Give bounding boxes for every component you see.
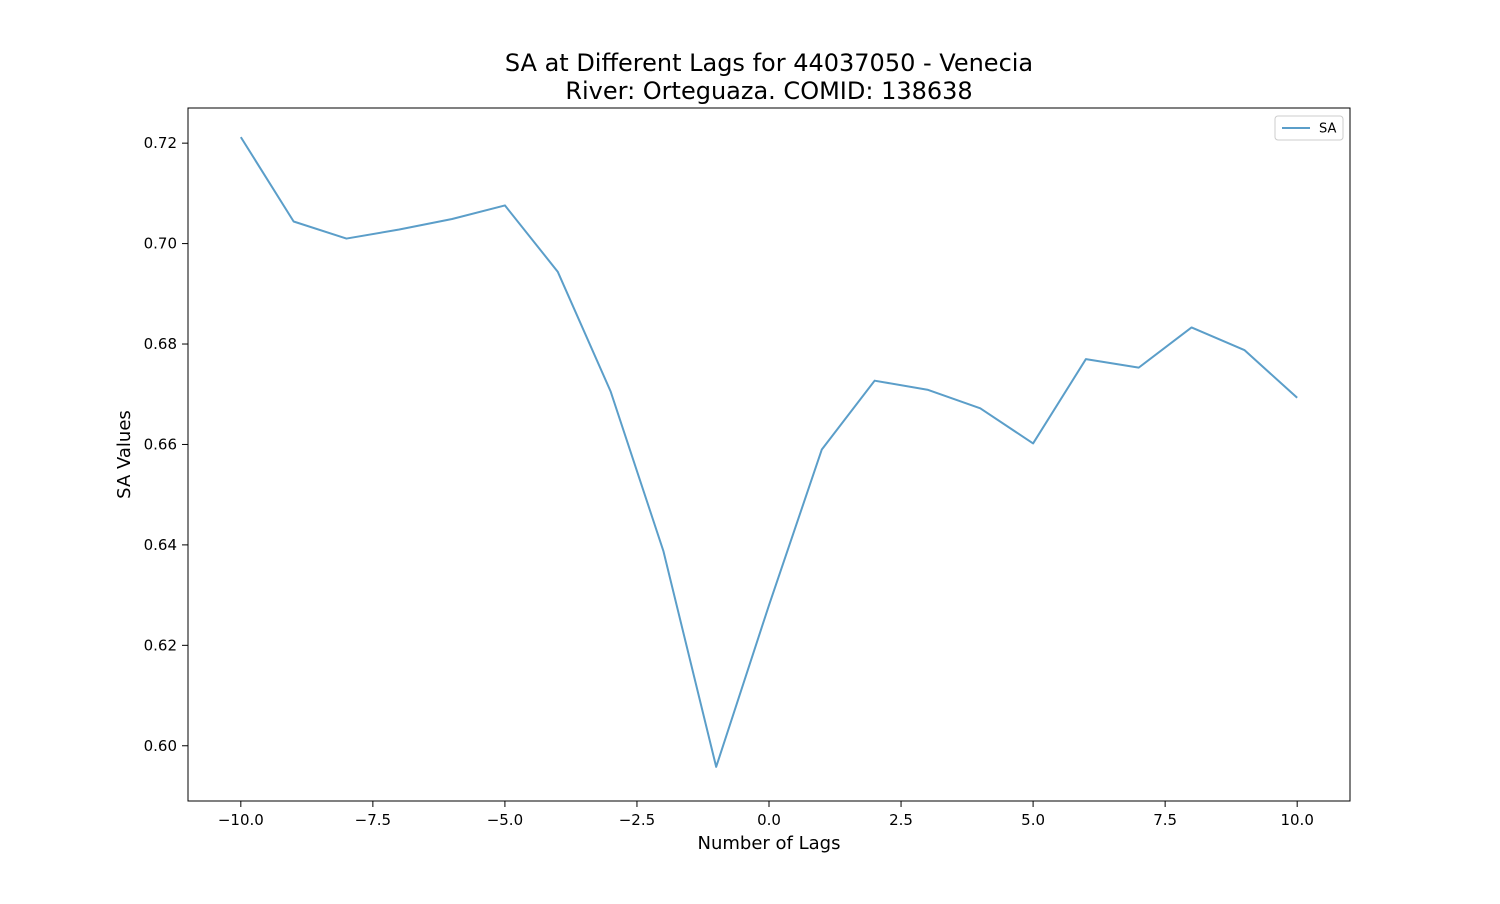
x-tick-label: 2.5 — [889, 811, 913, 829]
y-tick-label: 0.66 — [144, 435, 177, 453]
x-tick-label: 7.5 — [1153, 811, 1177, 829]
legend-label: SA — [1319, 122, 1336, 137]
y-tick-label: 0.72 — [144, 134, 177, 152]
series-layer — [239, 136, 1298, 768]
chart-subtitle: River: Orteguaza. COMID: 138638 — [565, 77, 972, 105]
x-tick-label: −7.5 — [355, 811, 391, 829]
chart-title: SA at Different Lags for 44037050 - Vene… — [505, 49, 1033, 77]
y-axis-ticks: 0.60 0.62 0.64 0.66 0.68 0.70 0.72 — [144, 134, 188, 755]
x-axis-label: Number of Lags — [698, 833, 841, 854]
plot-area — [187, 107, 1351, 802]
x-tick-label: −10.0 — [218, 811, 264, 829]
y-tick-label: 0.68 — [144, 335, 177, 353]
legend: SA — [1274, 115, 1344, 141]
x-tick-label: −5.0 — [487, 811, 523, 829]
y-axis-label: SA Values — [114, 410, 135, 499]
x-axis-ticks: −10.0 −7.5 −5.0 −2.5 0.0 2.5 5.0 7.5 10.0 — [218, 801, 1314, 829]
y-tick-label: 0.70 — [144, 235, 177, 253]
series-line-sa — [239, 136, 1298, 768]
x-tick-label: 0.0 — [757, 811, 781, 829]
y-tick-label: 0.64 — [144, 536, 177, 554]
x-tick-label: 10.0 — [1280, 811, 1313, 829]
y-tick-label: 0.60 — [144, 737, 177, 755]
y-tick-label: 0.62 — [144, 636, 177, 654]
x-tick-label: 5.0 — [1021, 811, 1045, 829]
x-tick-label: −2.5 — [619, 811, 655, 829]
